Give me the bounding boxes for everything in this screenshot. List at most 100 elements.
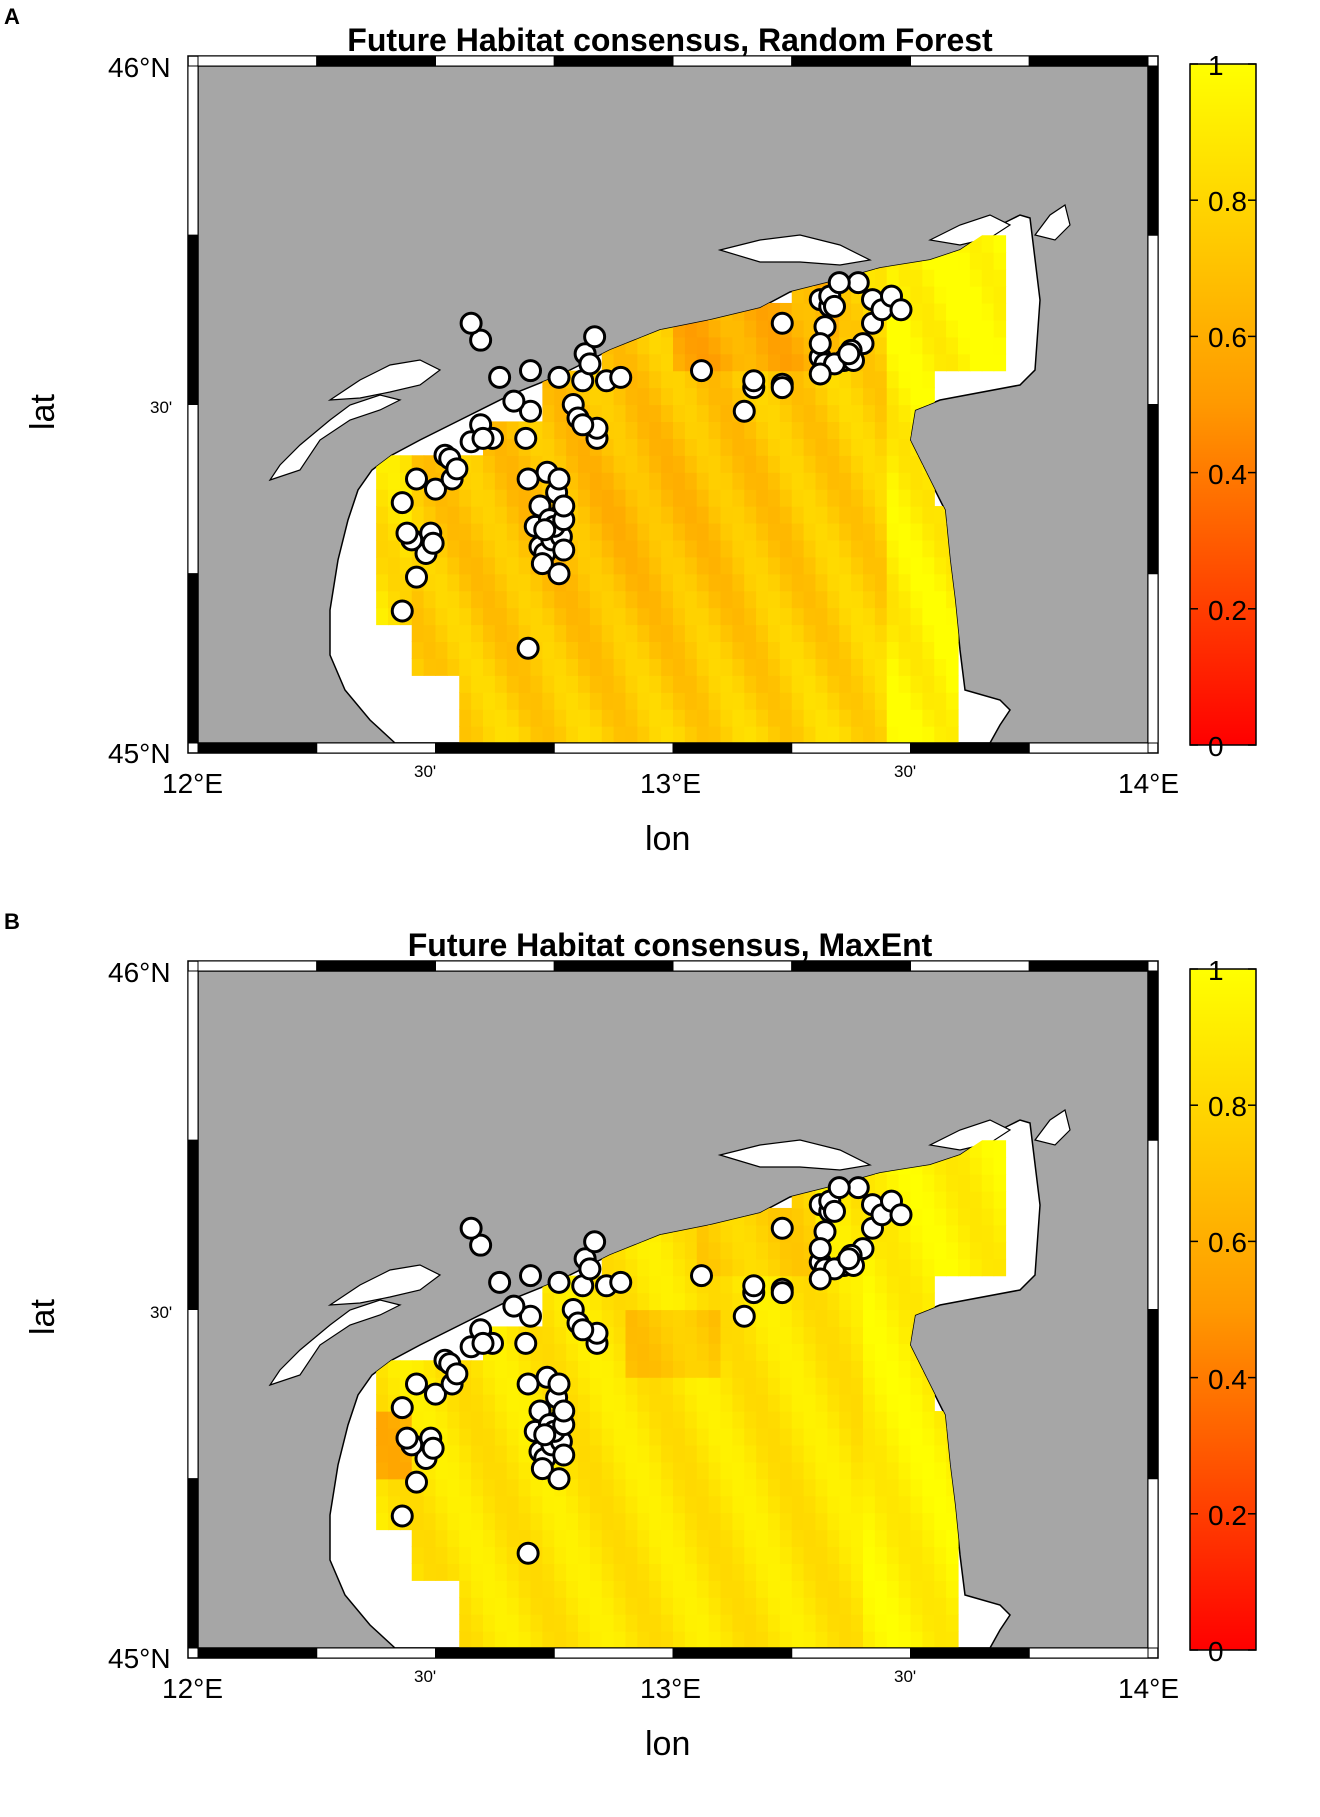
habitat-cell <box>518 539 532 558</box>
habitat-cell <box>708 522 722 541</box>
habitat-cell <box>768 1241 781 1260</box>
habitat-cell <box>684 1377 698 1395</box>
habitat-cell <box>946 692 959 710</box>
habitat-cell <box>684 1631 698 1648</box>
habitat-cell <box>898 1614 912 1632</box>
habitat-cell <box>946 252 959 270</box>
habitat-cell <box>566 1580 579 1598</box>
habitat-cell <box>803 1546 817 1564</box>
habitat-cell <box>625 1478 638 1497</box>
habitat-cell <box>851 1326 864 1344</box>
habitat-cell <box>684 658 698 676</box>
habitat-cell <box>423 641 437 659</box>
habitat-cell <box>578 539 591 558</box>
habitat-cell <box>649 1631 662 1648</box>
habitat-cell <box>684 726 698 743</box>
habitat-cell <box>649 641 662 659</box>
occurrence-point <box>827 271 851 295</box>
habitat-cell <box>898 438 912 456</box>
habitat-cell <box>886 624 900 643</box>
habitat-cell <box>756 472 769 490</box>
habitat-cell <box>779 573 793 592</box>
habitat-cell <box>744 726 757 743</box>
habitat-cell <box>874 506 888 524</box>
habitat-cell <box>613 1427 627 1446</box>
habitat-cell <box>613 1631 627 1648</box>
habitat-cell <box>981 1258 995 1277</box>
habitat-cell <box>423 658 437 676</box>
occurrence-point <box>552 494 576 518</box>
habitat-cell <box>969 353 983 372</box>
habitat-cell <box>554 1580 567 1598</box>
habitat-cell <box>578 641 591 659</box>
habitat-cell <box>601 1614 615 1632</box>
habitat-cell <box>696 624 710 643</box>
habitat-cell <box>732 1495 745 1514</box>
habitat-cell <box>494 709 508 727</box>
habitat-cell <box>839 675 852 693</box>
habitat-cell <box>542 1529 555 1548</box>
habitat-cell <box>625 438 638 456</box>
habitat-cell <box>910 1427 923 1446</box>
habitat-cell <box>601 489 615 507</box>
habitat-cell <box>851 726 864 743</box>
habitat-cell <box>874 336 888 355</box>
lagoon-outline <box>1033 204 1071 241</box>
habitat-cell <box>851 675 864 693</box>
habitat-cell <box>673 1512 686 1531</box>
habitat-cell <box>447 506 460 524</box>
habitat-cell <box>637 1495 650 1514</box>
habitat-cell <box>435 641 448 659</box>
panel-label: B <box>4 909 20 934</box>
habitat-cell <box>922 1191 935 1209</box>
habitat-cell <box>815 1343 828 1361</box>
habitat-cell <box>696 404 710 423</box>
habitat-cell <box>459 573 472 592</box>
habitat-cell <box>613 1309 627 1328</box>
habitat-cell <box>874 641 888 659</box>
habitat-cell <box>613 1512 627 1531</box>
habitat-cell <box>791 624 805 643</box>
habitat-cell <box>554 709 567 727</box>
habitat-cell <box>589 455 603 473</box>
map-title: Future Habitat consensus, Random Forest <box>347 22 993 58</box>
occurrence-point <box>395 521 419 545</box>
habitat-cell <box>756 1614 769 1632</box>
habitat-cell <box>791 1580 805 1598</box>
occurrence-point <box>459 311 483 335</box>
habitat-cell <box>696 1411 710 1429</box>
habitat-cell <box>851 1394 864 1412</box>
habitat-cell <box>779 624 793 643</box>
habitat-cell <box>779 1258 793 1277</box>
habitat-cell <box>578 1411 591 1429</box>
habitat-cell <box>874 1597 888 1615</box>
habitat-cell <box>732 489 745 507</box>
habitat-cell <box>673 641 686 659</box>
habitat-cell <box>530 1614 543 1632</box>
occurrence-point <box>533 1423 557 1447</box>
habitat-cell <box>625 455 638 473</box>
habitat-cell <box>756 1580 769 1598</box>
habitat-cell <box>874 1631 888 1648</box>
habitat-cell <box>768 1614 781 1632</box>
habitat-cell <box>673 472 686 490</box>
habitat-cell <box>720 607 733 626</box>
habitat-cell <box>744 692 757 710</box>
colorbar-tick: 1 <box>1208 955 1224 986</box>
habitat-cell <box>625 1631 638 1648</box>
habitat-cell <box>494 692 508 710</box>
habitat-cell <box>673 1411 686 1429</box>
habitat-cell <box>993 1174 1007 1192</box>
lat-tick-bottom: 45°N <box>108 738 171 769</box>
habitat-cell <box>435 1495 448 1514</box>
habitat-cell <box>649 1444 662 1463</box>
habitat-cell <box>696 1394 710 1412</box>
habitat-cell <box>388 1444 401 1463</box>
habitat-cell <box>566 1631 579 1648</box>
habitat-cell <box>625 353 638 372</box>
habitat-cell <box>613 590 627 609</box>
habitat-cell <box>874 624 888 643</box>
habitat-cell <box>732 336 745 355</box>
habitat-cell <box>637 1546 650 1564</box>
habitat-cell <box>803 607 817 626</box>
